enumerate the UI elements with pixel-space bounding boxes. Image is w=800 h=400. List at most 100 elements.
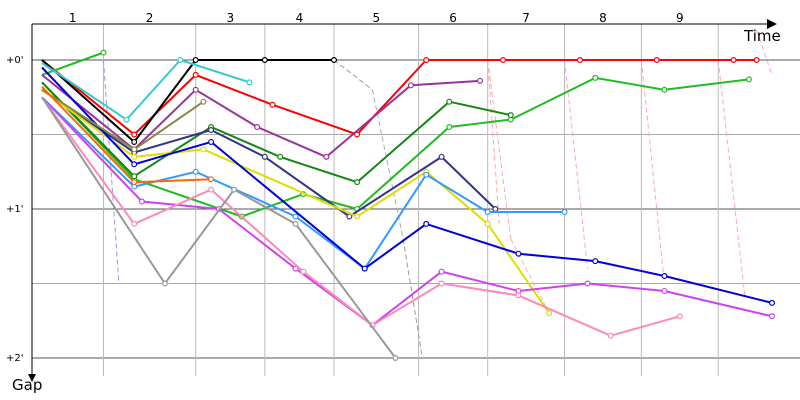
pit-stop-line [564, 59, 589, 269]
pit-stop-line [102, 59, 120, 284]
data-point [484, 208, 491, 215]
data-point [484, 220, 491, 227]
data-point [592, 74, 599, 81]
data-point [768, 313, 775, 320]
data-point [438, 268, 445, 275]
lap-tick-label: 3 [226, 11, 234, 25]
data-point [292, 213, 299, 220]
y-axis-arrow [28, 374, 36, 382]
data-point [607, 332, 614, 339]
series-lines [41, 49, 775, 362]
data-point [361, 265, 368, 272]
lap-tick-label: 2 [146, 11, 154, 25]
data-point [653, 56, 660, 63]
data-point [131, 173, 138, 180]
lap-tick-label: 6 [449, 11, 457, 25]
data-point [392, 355, 399, 362]
y-tick-label: +1' [6, 204, 24, 215]
pit-stop-line [487, 59, 500, 224]
data-point [745, 76, 752, 83]
data-point [138, 198, 145, 205]
data-point [661, 287, 668, 294]
series-line [41, 51, 104, 76]
data-point [300, 268, 307, 275]
lap-tick-label: 8 [599, 11, 607, 25]
data-point [131, 146, 138, 153]
pit-stop-line [510, 238, 550, 314]
data-point [446, 124, 453, 131]
series-line [41, 59, 250, 121]
data-point [192, 86, 199, 93]
data-point [661, 86, 668, 93]
data-point [492, 206, 499, 213]
pit-stop-lines [102, 30, 773, 359]
data-point [208, 138, 215, 145]
data-point [131, 153, 138, 160]
data-point [676, 313, 683, 320]
data-point [561, 208, 568, 215]
data-point [354, 213, 361, 220]
pit-stop-line [640, 59, 665, 284]
data-point [192, 168, 199, 175]
data-point [177, 56, 184, 63]
data-point [123, 116, 130, 123]
data-point [254, 124, 261, 131]
data-point [131, 138, 138, 145]
data-point [438, 153, 445, 160]
data-point [261, 153, 268, 160]
data-point [592, 258, 599, 265]
pit-stop-line [487, 59, 512, 239]
data-point [231, 186, 238, 193]
data-point [208, 186, 215, 193]
series-line [41, 76, 750, 218]
data-point [576, 56, 583, 63]
data-point [438, 280, 445, 287]
data-point [292, 220, 299, 227]
data-point [407, 82, 414, 89]
data-point [131, 220, 138, 227]
data-point [515, 292, 522, 299]
data-point [208, 127, 215, 134]
data-point [200, 98, 207, 105]
data-point [515, 250, 522, 257]
pit-stop-line [402, 238, 423, 359]
data-point [546, 310, 553, 317]
data-point [269, 101, 276, 108]
y-tick-label: +2' [6, 353, 24, 364]
data-point [423, 171, 430, 178]
series-line [41, 96, 773, 327]
data-point [131, 161, 138, 168]
data-point [292, 265, 299, 272]
axes [28, 19, 777, 382]
lap-tick-label: 4 [296, 11, 304, 25]
data-point [192, 56, 199, 63]
data-point [131, 179, 138, 186]
data-point [500, 56, 507, 63]
data-point [161, 280, 168, 287]
data-point [661, 273, 668, 280]
data-point [477, 77, 484, 84]
pit-stop-line [717, 59, 746, 299]
data-point [584, 280, 591, 287]
data-point [423, 56, 430, 63]
lap-grid: 1 2 3 4 5 6 7 8 9 [69, 11, 719, 376]
data-point [446, 98, 453, 105]
lap-tick-label: 7 [522, 11, 530, 25]
data-point [331, 56, 338, 63]
pit-stop-line [333, 59, 373, 91]
lap-tick-label: 9 [676, 11, 684, 25]
axis-labels: Time Gap [12, 27, 781, 394]
data-point [354, 179, 361, 186]
lap-tick-label: 5 [372, 11, 380, 25]
series-line [41, 96, 681, 337]
data-point [423, 220, 430, 227]
data-point [100, 49, 107, 56]
data-point [131, 131, 138, 138]
series-line [41, 96, 565, 270]
data-point [192, 71, 199, 78]
data-point [246, 79, 253, 86]
data-point [277, 153, 284, 160]
data-point [753, 56, 760, 63]
y-tick-label: +0' [6, 55, 24, 66]
